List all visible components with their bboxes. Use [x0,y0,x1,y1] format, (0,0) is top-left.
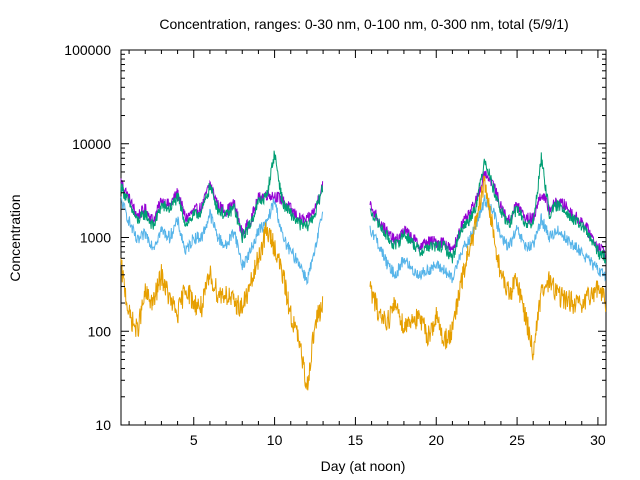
x-tick-label: 15 [348,432,364,448]
series-1-line-2 [369,170,606,258]
x-axis: 5 10 15 20 25 30 [128,50,606,448]
y-tick-label: 10 [95,417,111,433]
chart-title: Concentration, ranges: 0-30 nm, 0-100 nm… [159,16,568,32]
x-tick-label: 5 [190,432,198,448]
series-4-line-1 [120,222,324,391]
series-3-line-1 [120,196,324,286]
x-tick-label: 30 [590,432,606,448]
x-tick-label: 25 [509,432,525,448]
y-tick-label: 100 [88,323,112,339]
series-3-line-2 [369,194,606,284]
series-2-line-1 [120,150,324,244]
y-axis: 10 100 1000 10000 100000 [64,42,606,433]
y-tick-label: 100000 [64,42,111,58]
series-layer [120,150,607,391]
y-axis-label: Concentration [7,194,23,281]
series-4-line-2 [369,175,607,361]
y-tick-label: 1000 [80,230,111,246]
x-axis-label: Day (at noon) [321,458,406,474]
series-2-line-2 [369,152,607,264]
x-tick-label: 10 [267,432,283,448]
y-tick-label: 10000 [72,136,111,152]
x-tick-label: 20 [428,432,444,448]
